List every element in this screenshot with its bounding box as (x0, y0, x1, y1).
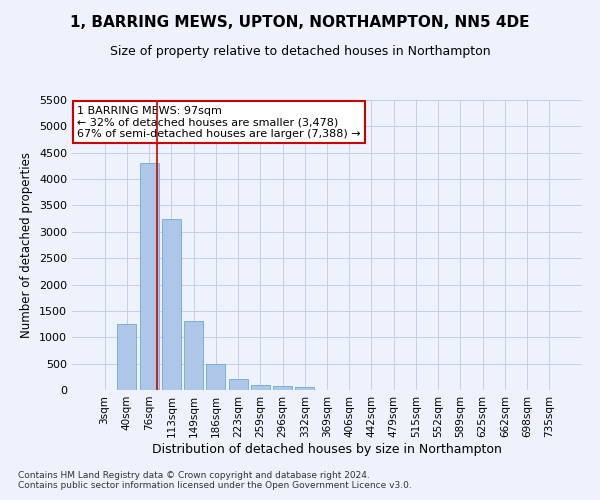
Bar (162, 218, 181, 390)
Bar (229, 380, 248, 390)
Bar (140, 164, 158, 390)
Y-axis label: Number of detached properties: Number of detached properties (20, 152, 34, 338)
Bar (273, 386, 292, 390)
Bar (118, 324, 136, 390)
Text: Distribution of detached houses by size in Northampton: Distribution of detached houses by size … (152, 442, 502, 456)
Bar (206, 364, 225, 390)
Text: 1 BARRING MEWS: 97sqm
← 32% of detached houses are smaller (3,478)
67% of semi-d: 1 BARRING MEWS: 97sqm ← 32% of detached … (77, 106, 361, 139)
Bar (251, 384, 270, 390)
Bar (184, 322, 203, 390)
Text: 1, BARRING MEWS, UPTON, NORTHAMPTON, NN5 4DE: 1, BARRING MEWS, UPTON, NORTHAMPTON, NN5… (70, 15, 530, 30)
Text: Contains HM Land Registry data © Crown copyright and database right 2024.
Contai: Contains HM Land Registry data © Crown c… (18, 470, 412, 490)
Text: Size of property relative to detached houses in Northampton: Size of property relative to detached ho… (110, 45, 490, 58)
Bar (295, 388, 314, 390)
